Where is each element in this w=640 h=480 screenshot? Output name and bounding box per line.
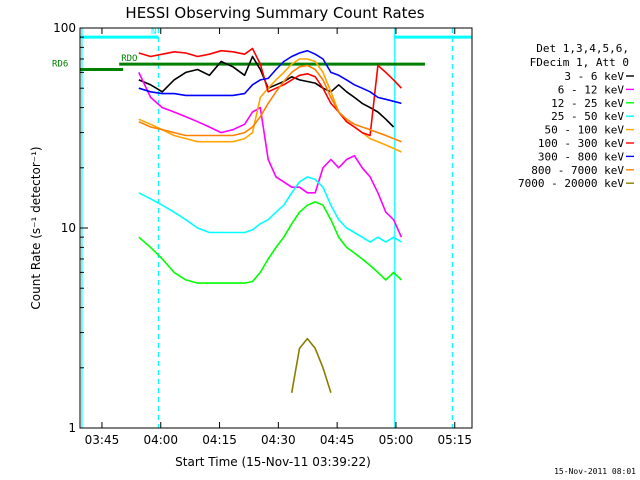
legend-entry-4: 50 - 100 keV [545, 124, 625, 137]
series-lines [138, 47, 403, 394]
flag-label-3: RD6 [52, 60, 68, 70]
x-axis-label: Start Time (15-Nov-11 03:39:22) [175, 455, 371, 469]
chart-title: HESSI Observing Summary Count Rates [125, 4, 424, 22]
x-axis-ticks: 03:45 04:00 04:15 04:30 04:45 05:00 05:15 [85, 28, 472, 447]
flag-bars: N RDO RD6 [52, 27, 472, 72]
legend-entry-3: 25 - 50 keV [551, 110, 624, 123]
legend-entry-6: 300 - 800 keV [538, 150, 624, 163]
x-tick-label-2: 04:15 [202, 433, 237, 447]
y-tick-label-1: 10 [61, 221, 76, 235]
series-line-1 [138, 72, 403, 238]
legend-entry-7: 800 - 7000 keV [531, 164, 624, 177]
series-line-2 [138, 201, 402, 284]
y-axis-label: Count Rate (s⁻¹ detector⁻¹) [29, 146, 43, 309]
y-tick-label-2: 100 [53, 21, 76, 35]
y-axis-ticks: 1 10 100 [53, 21, 88, 435]
series-line-7 [138, 64, 402, 143]
flag-label-0: N [151, 27, 156, 37]
x-tick-label-4: 04:45 [320, 433, 355, 447]
series-line-3 [138, 176, 402, 243]
series-line-5 [138, 47, 402, 137]
legend-entry-8: 7000 - 20000 keV [518, 177, 624, 190]
series-line-8 [290, 337, 332, 394]
legend: Det 1,3,4,5,6,FDecim 1, Att 03 - 6 keV6 … [518, 42, 634, 190]
legend-entry-5: 100 - 300 keV [538, 137, 624, 150]
x-tick-label-1: 04:00 [143, 433, 178, 447]
x-tick-label-0: 03:45 [85, 433, 120, 447]
x-tick-label-3: 04:30 [261, 433, 296, 447]
y-tick-label-0: 1 [68, 421, 76, 435]
timestamp: 15-Nov-2011 08:01 [554, 467, 636, 476]
x-tick-label-6: 05:15 [437, 433, 472, 447]
legend-entry-1: 6 - 12 keV [558, 83, 625, 96]
legend-header-0: Det 1,3,4,5,6, [536, 42, 629, 55]
series-line-6 [138, 49, 402, 105]
legend-entry-2: 12 - 25 keV [551, 97, 624, 110]
x-tick-label-5: 05:00 [379, 433, 414, 447]
legend-header-1: FDecim 1, Att 0 [530, 56, 629, 69]
flag-label-2: RDO [121, 54, 137, 64]
series-line-4 [138, 58, 402, 153]
legend-entry-0: 3 - 6 keV [564, 70, 624, 83]
